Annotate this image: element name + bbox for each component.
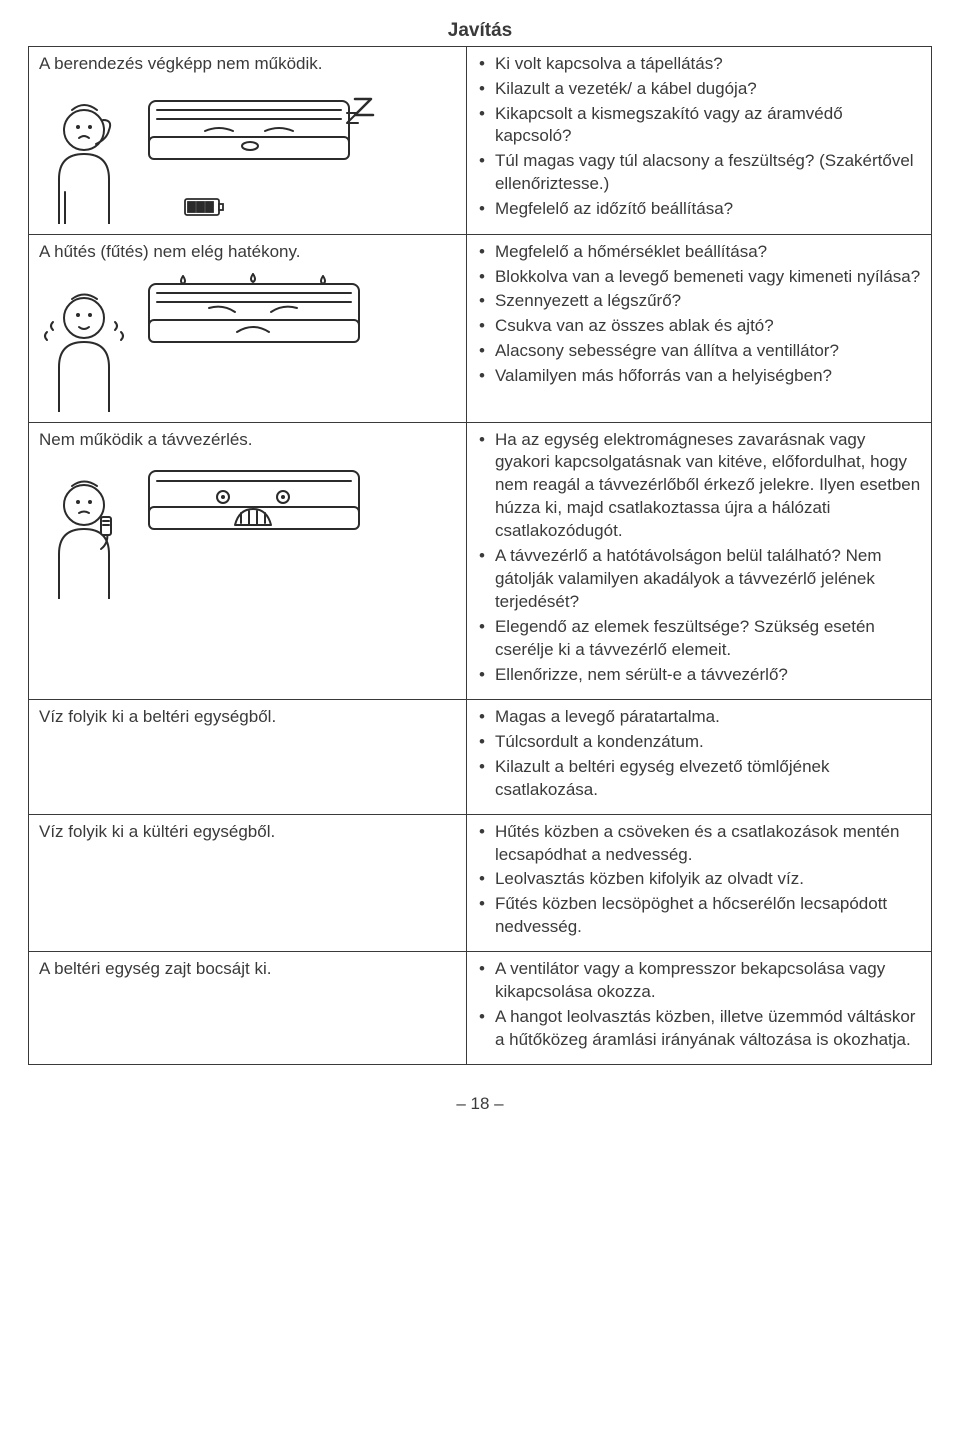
battery-icon	[183, 195, 227, 219]
cause-item: Hűtés közben a csöveken és a csatlakozás…	[477, 821, 921, 867]
cause-item: Csukva van az összes ablak és ajtó?	[477, 315, 921, 338]
problem-cell: A hűtés (fűtés) nem elég hatékony.	[29, 234, 467, 422]
table-row: A berendezés végképp nem működik.	[29, 46, 932, 234]
problem-cell: A beltéri egység zajt bocsájt ki.	[29, 952, 467, 1065]
cause-item: Magas a levegő páratartalma.	[477, 706, 921, 729]
person-sweating-icon	[39, 272, 129, 412]
cause-item: A hangot leolvasztás közben, illetve üze…	[477, 1006, 921, 1052]
troubleshooting-table: A berendezés végképp nem működik.	[28, 46, 932, 1065]
causes-cell: A ventilátor vagy a kompresszor bekapcso…	[466, 952, 931, 1065]
cause-item: Kilazult a beltéri egység elvezető tömlő…	[477, 756, 921, 802]
person-confused-icon	[39, 84, 129, 224]
causes-list: Magas a levegő páratartalma. Túlcsordult…	[477, 706, 921, 802]
problem-cell: Víz folyik ki a kültéri egységből.	[29, 814, 467, 952]
causes-cell: Magas a levegő páratartalma. Túlcsordult…	[466, 699, 931, 814]
problem-text: Víz folyik ki a beltéri egységből.	[39, 706, 456, 729]
table-row: A hűtés (fűtés) nem elég hatékony.	[29, 234, 932, 422]
cause-item: Megfelelő a hőmérséklet beállítása?	[477, 241, 921, 264]
table-row: A beltéri egység zajt bocsájt ki. A vent…	[29, 952, 932, 1065]
cause-item: A távvezérlő a hatótávolságon belül talá…	[477, 545, 921, 614]
problem-text: A hűtés (fűtés) nem elég hatékony.	[39, 241, 456, 264]
problem-text: A berendezés végképp nem működik.	[39, 53, 456, 76]
ac-unit-hand-over-mouth-icon	[143, 459, 383, 559]
cause-item: Elegendő az elemek feszültsége? Szükség …	[477, 616, 921, 662]
ac-unit-sad-icon	[143, 272, 383, 372]
causes-cell: Megfelelő a hőmérséklet beállítása? Blok…	[466, 234, 931, 422]
cause-item: Valamilyen más hőforrás van a helyiségbe…	[477, 365, 921, 388]
problem-cell: A berendezés végképp nem működik.	[29, 46, 467, 234]
table-row: Víz folyik ki a kültéri egységből. Hűtés…	[29, 814, 932, 952]
problem-text: A beltéri egység zajt bocsájt ki.	[39, 958, 456, 981]
illustration	[39, 84, 456, 224]
illustration	[39, 459, 456, 599]
problem-text: Nem működik a távvezérlés.	[39, 429, 456, 452]
cause-item: Blokkolva van a levegő bemeneti vagy kim…	[477, 266, 921, 289]
causes-list: A ventilátor vagy a kompresszor bekapcso…	[477, 958, 921, 1052]
cause-item: Túl magas vagy túl alacsony a feszültség…	[477, 150, 921, 196]
page-title: Javítás	[28, 18, 932, 44]
cause-item: Kikapcsolt a kismegszakító vagy az áramv…	[477, 103, 921, 149]
causes-cell: Hűtés közben a csöveken és a csatlakozás…	[466, 814, 931, 952]
cause-item: Alacsony sebességre van állítva a ventil…	[477, 340, 921, 363]
person-with-remote-icon	[39, 459, 129, 599]
causes-cell: Ha az egység elektromágneses zavarásnak …	[466, 422, 931, 699]
cause-item: Ellenőrizze, nem sérült-e a távvezérlő?	[477, 664, 921, 687]
page-number: – 18 –	[28, 1093, 932, 1116]
cause-item: A ventilátor vagy a kompresszor bekapcso…	[477, 958, 921, 1004]
cause-item: Ki volt kapcsolva a tápellátás?	[477, 53, 921, 76]
table-row: Víz folyik ki a beltéri egységből. Magas…	[29, 699, 932, 814]
problem-cell: Víz folyik ki a beltéri egységből.	[29, 699, 467, 814]
causes-list: Ha az egység elektromágneses zavarásnak …	[477, 429, 921, 687]
problem-cell: Nem működik a távvezérlés.	[29, 422, 467, 699]
ac-unit-sleeping-icon	[143, 89, 383, 189]
causes-list: Hűtés közben a csöveken és a csatlakozás…	[477, 821, 921, 940]
illustration	[39, 272, 456, 412]
causes-cell: Ki volt kapcsolva a tápellátás? Kilazult…	[466, 46, 931, 234]
problem-text: Víz folyik ki a kültéri egységből.	[39, 821, 456, 844]
cause-item: Kilazult a vezeték/ a kábel dugója?	[477, 78, 921, 101]
cause-item: Leolvasztás közben kifolyik az olvadt ví…	[477, 868, 921, 891]
cause-item: Túlcsordult a kondenzátum.	[477, 731, 921, 754]
cause-item: Fűtés közben lecsöpöghet a hőcserélőn le…	[477, 893, 921, 939]
cause-item: Ha az egység elektromágneses zavarásnak …	[477, 429, 921, 544]
causes-list: Ki volt kapcsolva a tápellátás? Kilazult…	[477, 53, 921, 222]
cause-item: Megfelelő az időzítő beállítása?	[477, 198, 921, 221]
cause-item: Szennyezett a légszűrő?	[477, 290, 921, 313]
causes-list: Megfelelő a hőmérséklet beállítása? Blok…	[477, 241, 921, 389]
unit-and-battery	[143, 89, 383, 219]
table-row: Nem működik a távvezérlés.	[29, 422, 932, 699]
page-container: Javítás A berendezés végképp nem működik…	[0, 0, 960, 1156]
